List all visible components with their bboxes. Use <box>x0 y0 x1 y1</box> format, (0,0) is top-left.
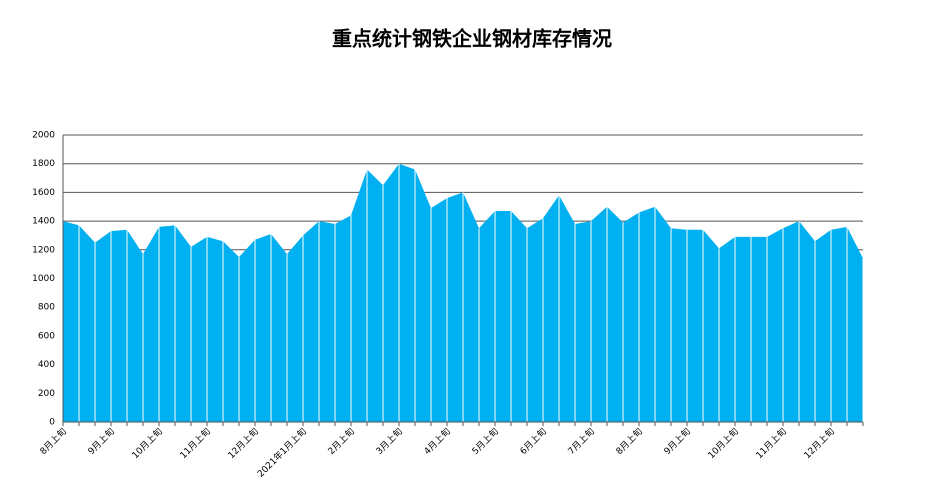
y-tick-label: 200 <box>38 389 55 399</box>
x-tick-label: 8月上旬 <box>613 425 645 457</box>
x-tick-label: 12月上旬 <box>801 425 837 461</box>
y-tick-label: 1400 <box>32 217 55 227</box>
x-tick-label: 10月上旬 <box>129 425 165 461</box>
y-tick-label: 1800 <box>32 159 55 169</box>
y-tick-label: 400 <box>38 360 55 370</box>
x-tick-label: 4月上旬 <box>421 425 453 457</box>
x-tick-label: 2021年1月上旬 <box>255 425 309 479</box>
y-tick-label: 800 <box>38 303 55 313</box>
y-tick-label: 600 <box>38 331 55 341</box>
chart-title: 重点统计钢铁企业钢材库存情况 <box>332 27 612 51</box>
x-tick-label: 9月上旬 <box>85 425 117 457</box>
x-tick-label: 11月上旬 <box>753 425 789 461</box>
y-tick-label: 1600 <box>32 188 55 198</box>
x-tick-label: 8月上旬 <box>37 425 69 457</box>
y-tick-label: 0 <box>49 418 55 428</box>
x-tick-label: 11月上旬 <box>177 425 213 461</box>
x-tick-label: 6月上旬 <box>517 425 549 457</box>
x-tick-label: 3月上旬 <box>373 425 405 457</box>
y-tick-label: 1200 <box>32 245 55 255</box>
x-tick-label: 9月上旬 <box>661 425 693 457</box>
y-tick-label: 2000 <box>32 131 55 141</box>
x-tick-label: 10月上旬 <box>705 425 741 461</box>
x-tick-label: 5月上旬 <box>469 425 501 457</box>
y-tick-label: 1000 <box>32 274 55 284</box>
x-tick-label: 7月上旬 <box>565 425 597 457</box>
x-tick-label: 12月上旬 <box>225 425 261 461</box>
x-tick-label: 2月上旬 <box>325 425 357 457</box>
